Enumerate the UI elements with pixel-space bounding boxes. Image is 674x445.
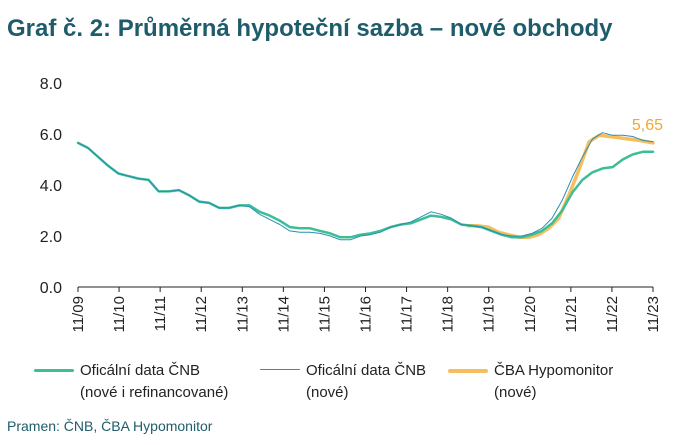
legend-swatch-cnb-all xyxy=(34,369,74,372)
x-tick-label: 11/13 xyxy=(234,296,251,332)
series-line-cnb-new xyxy=(77,132,654,241)
x-tick-label: 11/17 xyxy=(399,296,416,332)
series-line-cba xyxy=(466,133,655,240)
x-tick-label: 11/10 xyxy=(111,296,128,332)
x-tick-label: 11/21 xyxy=(563,296,580,332)
legend-label-cnb-all-line2: (nové i refinancované) xyxy=(80,384,229,401)
series-lines xyxy=(76,132,655,241)
y-tick-label: 8.0 xyxy=(40,76,62,93)
legend-swatch-cba xyxy=(448,369,488,373)
chart-title: Graf č. 2: Průměrná hypoteční sazba – no… xyxy=(7,15,613,42)
x-tick-label: 11/16 xyxy=(358,296,375,332)
legend-label-cnb-new-line2: (nové) xyxy=(306,384,349,401)
line-chart: 0.0 2.0 4.0 6.0 8.0 11/09 11/10 11/11 11/12 11/1… xyxy=(40,76,663,332)
x-tick-label: 11/09 xyxy=(70,296,87,332)
legend-label-cnb-new-line1: Oficální data ČNB xyxy=(306,362,427,379)
legend-swatch-cnb-new xyxy=(260,369,300,370)
annotation-label: 5,65 xyxy=(632,117,663,134)
x-tick-label: 11/20 xyxy=(522,296,539,332)
legend-item-cba: ČBA Hypomonitor (nové) xyxy=(448,360,613,404)
y-tick-label: 6.0 xyxy=(40,127,62,144)
x-tick-label: 11/14 xyxy=(275,296,292,332)
x-tick-label: 11/19 xyxy=(481,296,498,332)
y-tick-label: 2.0 xyxy=(40,229,62,246)
x-axis: 11/09 11/10 11/11 11/12 11/13 11/14 11/15 11/16… xyxy=(70,286,662,332)
y-axis: 0.0 2.0 4.0 6.0 8.0 xyxy=(40,76,62,297)
legend-label-cba-line1: ČBA Hypomonitor xyxy=(494,362,614,379)
legend-item-cnb-new: Oficální data ČNB (nové) xyxy=(260,360,426,404)
legend-item-cnb-all: Oficální data ČNB (nové i refinancované) xyxy=(34,360,228,404)
x-tick-label: 11/23 xyxy=(645,296,662,332)
x-tick-label: 11/22 xyxy=(604,296,621,332)
x-tick-label: 11/12 xyxy=(193,296,210,332)
legend-label-cnb-all-line1: Oficální data ČNB xyxy=(80,362,201,379)
y-tick-label: 4.0 xyxy=(40,178,62,195)
x-tick-label: 11/15 xyxy=(316,296,333,332)
legend-label-cba-line2: (nové) xyxy=(494,384,537,401)
annotations: 5,65 xyxy=(632,117,663,134)
x-tick-label: 11/18 xyxy=(440,296,457,332)
source-note: Pramen: ČNB, ČBA Hypomonitor xyxy=(7,418,213,434)
y-tick-label: 0.0 xyxy=(40,280,62,297)
x-tick-label: 11/11 xyxy=(152,296,169,331)
